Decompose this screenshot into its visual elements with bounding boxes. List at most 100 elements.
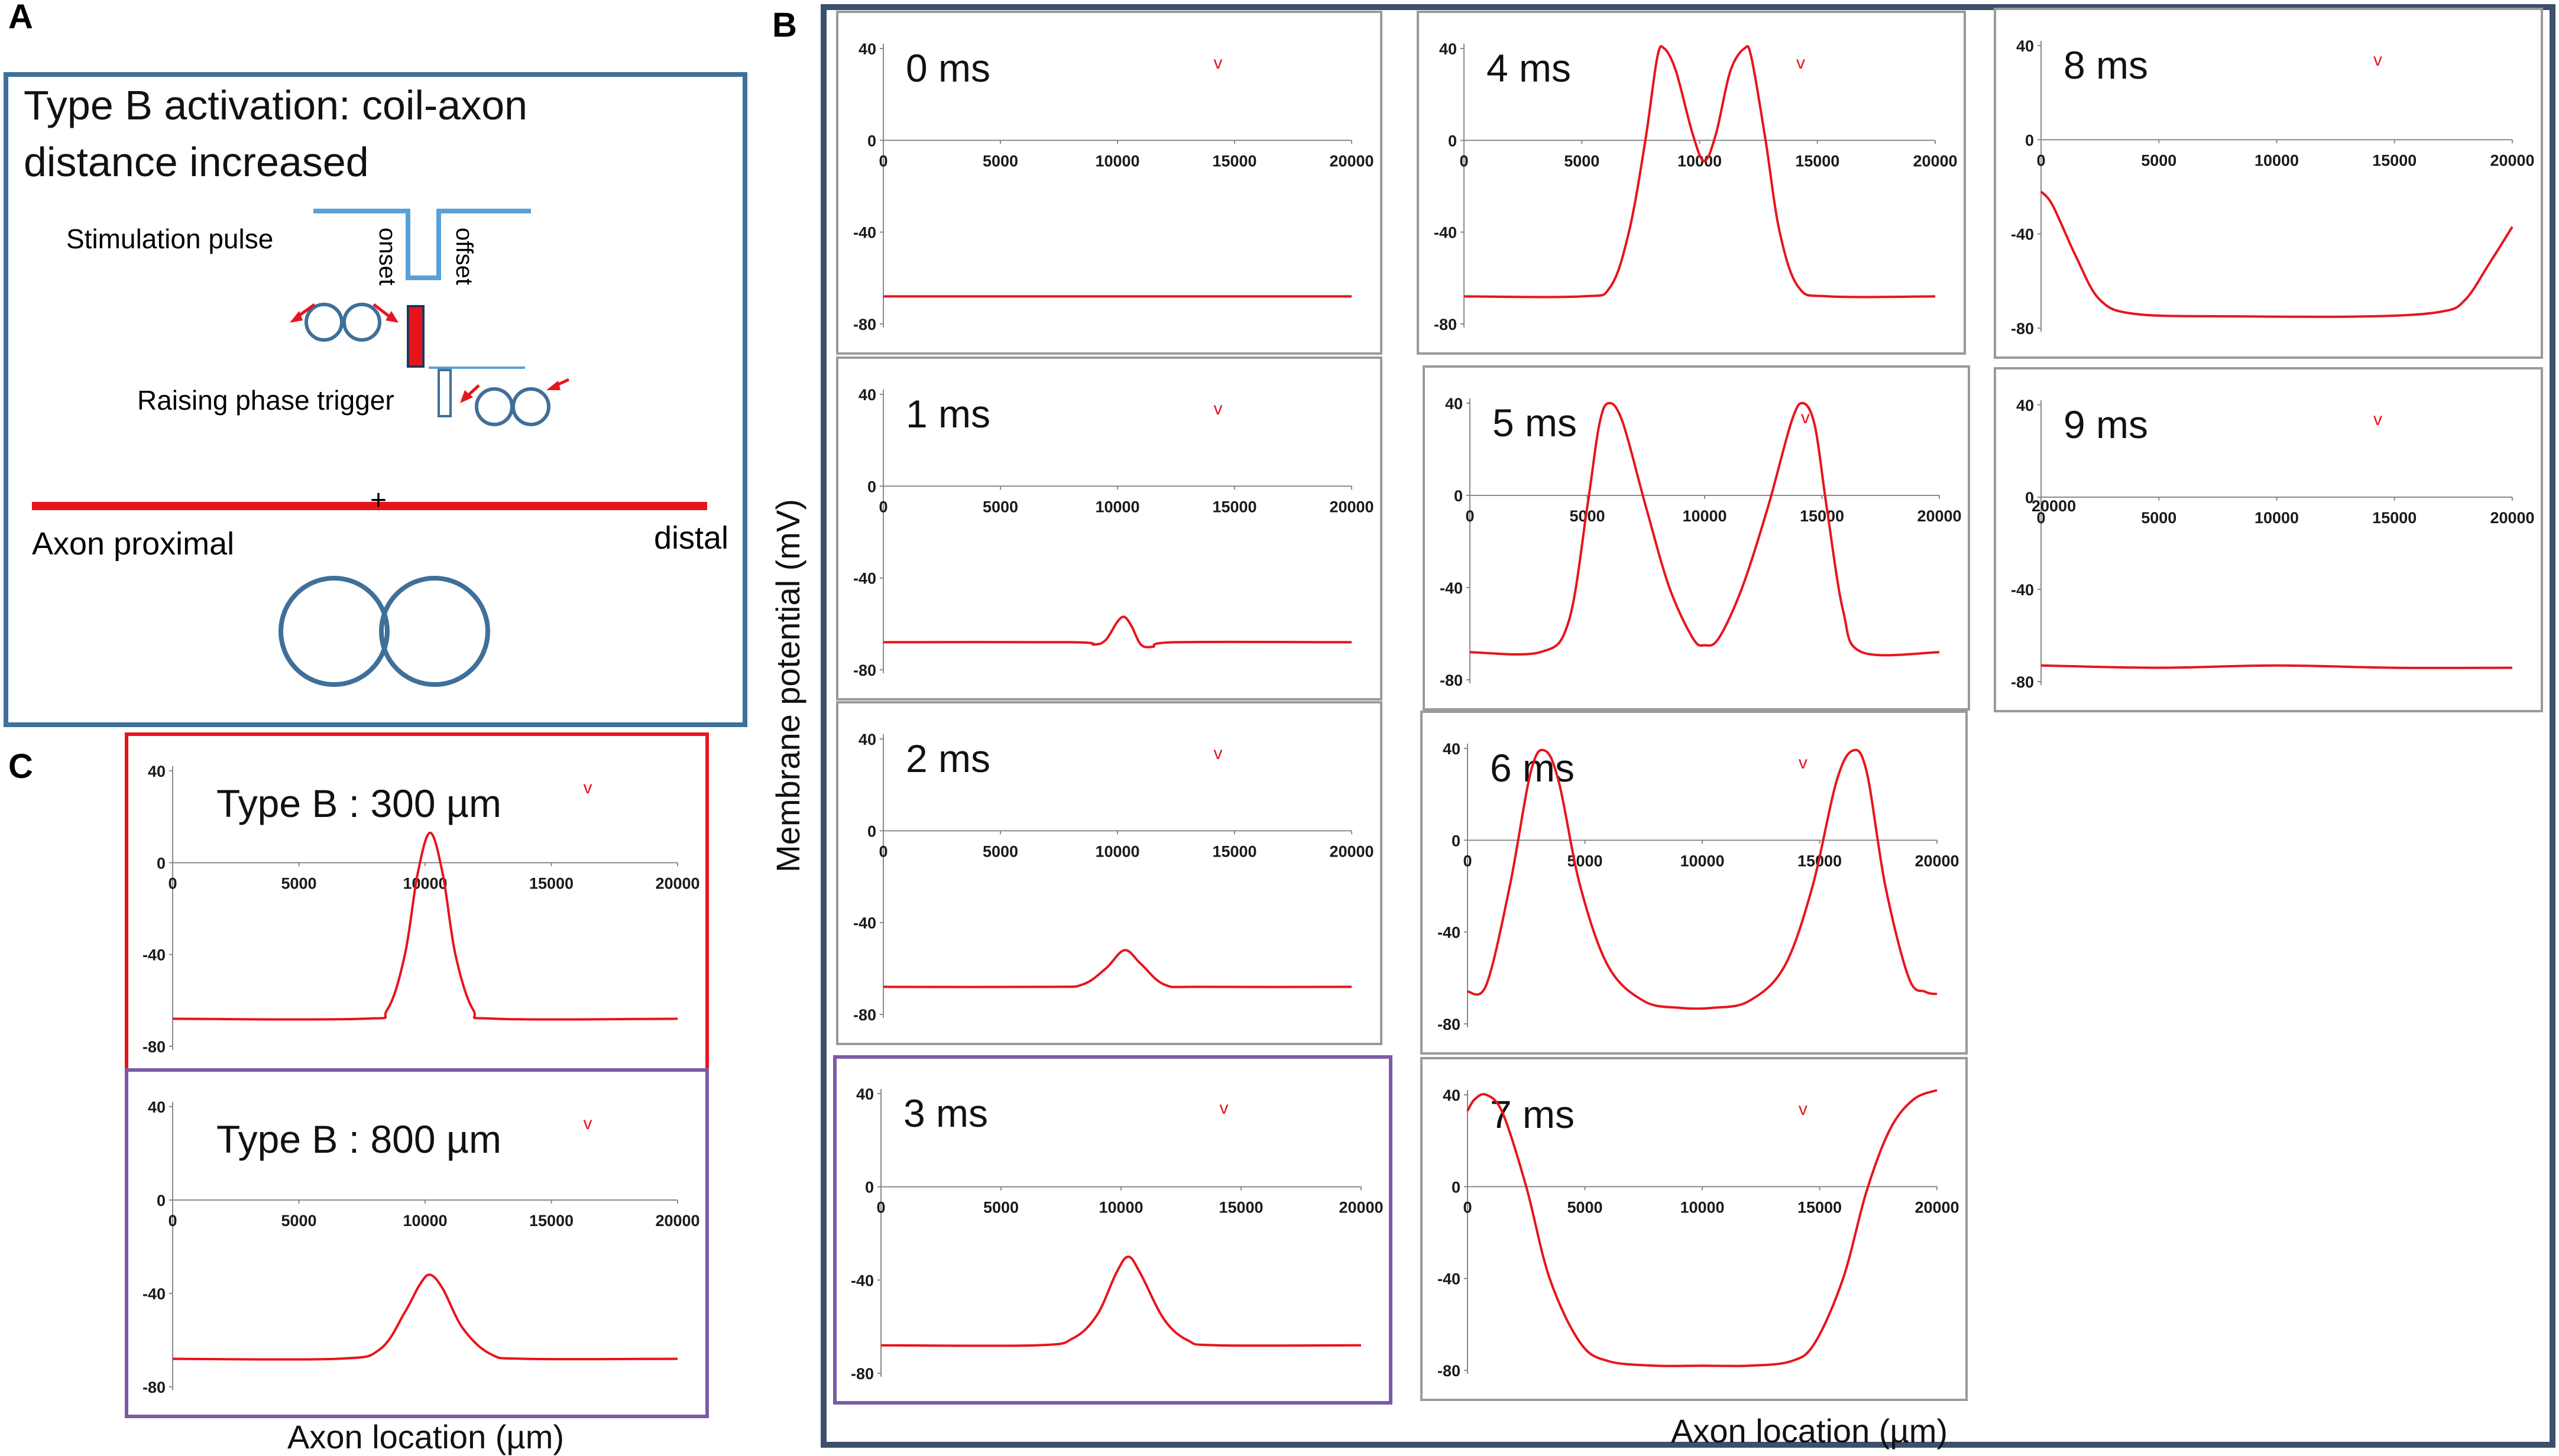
- x-tick-label: 20000: [1339, 1199, 1383, 1217]
- y-tick-label: 40: [1443, 740, 1460, 758]
- y-tick-label: 40: [148, 763, 166, 780]
- x-tick-label: 5000: [2141, 509, 2176, 527]
- axon-center-mark: +: [370, 485, 387, 516]
- y-tick-label: 0: [1448, 132, 1457, 150]
- chart-title: 3 ms: [903, 1091, 988, 1135]
- y-tick-label: 0: [865, 1179, 874, 1196]
- membrane-trace: [172, 831, 678, 1021]
- chart-11: 40 0 -40 -80 0 5000 10000 15000 20000 Type B : 30…: [125, 732, 709, 1078]
- y-tick-label: -40: [851, 1272, 874, 1289]
- y-tick-label: -80: [2011, 673, 2034, 691]
- x-tick-label: 0: [2036, 151, 2045, 169]
- chart-title: 4 ms: [1486, 46, 1571, 90]
- panel-c-letter: C: [8, 747, 33, 786]
- x-tick-label: 0: [879, 498, 887, 515]
- y-tick-label: -40: [1440, 579, 1463, 597]
- chart-frame: [1420, 1057, 1968, 1401]
- chart-12: 40 0 -40 -80 0 5000 10000 15000 20000 Type B : 80…: [125, 1068, 709, 1418]
- trigger-bar-filled: [407, 305, 425, 368]
- x-tick-label: 0: [168, 874, 177, 892]
- chart-title: 5 ms: [1492, 401, 1577, 445]
- chart-10: 40 0 -40 -80 0 5000 10000 15000 20000 20000 9 ms v: [1994, 367, 2543, 712]
- x-tick-label: 5000: [281, 1212, 316, 1230]
- chart-frame: [1423, 365, 1970, 711]
- membrane-trace: [883, 949, 1352, 988]
- membrane-trace: [883, 615, 1352, 648]
- y-tick-label: -40: [853, 224, 876, 242]
- y-tick-label: -40: [142, 946, 166, 964]
- y-tick-label: 40: [856, 1085, 874, 1103]
- membrane-trace: [1463, 45, 1936, 299]
- membrane-trace: [1466, 1089, 1938, 1367]
- x-tick-label: 15000: [1212, 498, 1256, 515]
- coil-icon: [278, 576, 490, 687]
- membrane-trace: [880, 1255, 1362, 1347]
- chart-4: 40 0 -40 -80 0 5000 10000 15000 20000 3 ms v: [833, 1055, 1392, 1405]
- x-tick-label: 20000: [2490, 151, 2534, 169]
- x-tick-label: 10000: [1682, 507, 1726, 525]
- x-tick-label: 10000: [2254, 509, 2299, 527]
- x-tick-label: 10000: [403, 874, 447, 892]
- x-tick-label: 15000: [529, 1212, 574, 1230]
- x-tick-label: 5000: [1564, 152, 1599, 170]
- y-tick-label: -80: [853, 316, 876, 333]
- y-tick-label: -80: [853, 1006, 876, 1024]
- chart-title: 2 ms: [906, 737, 990, 780]
- x-tick-label: 20000: [1917, 507, 1961, 525]
- panel-b: B Membrane potential (mV) Axon location …: [769, 4, 2555, 1449]
- y-tick-label: -40: [1437, 924, 1460, 942]
- chart-title: 1 ms: [906, 392, 990, 436]
- y-tick-label: -80: [1437, 1016, 1460, 1033]
- x-tick-label: 10000: [2254, 151, 2299, 169]
- stim-pulse-shape: [313, 209, 531, 280]
- trigger-label: Raising phase trigger: [137, 385, 394, 416]
- panel-a-border: [4, 72, 747, 727]
- y-tick-label: 40: [148, 1098, 166, 1116]
- panel-b-xlabel: Axon location (µm): [1671, 1412, 1948, 1449]
- chart-3: 40 0 -40 -80 0 5000 10000 15000 20000 2 ms v: [836, 701, 1382, 1045]
- panel-a-title-line2: distance increased: [24, 139, 369, 185]
- x-tick-label: 20000: [2490, 509, 2534, 527]
- y-tick-label: 0: [1452, 832, 1460, 849]
- marker-label: v: [1214, 53, 1223, 73]
- chart-title: 9 ms: [2064, 403, 2148, 446]
- panel-c-plots: 40 0 -40 -80 0 5000 10000 15000 20000 Type B : 30…: [125, 732, 709, 1418]
- chart-2: 40 0 -40 -80 0 5000 10000 15000 20000 1 ms v: [836, 356, 1382, 701]
- panel-a-title-line1: Type B activation: coil-axon: [24, 82, 527, 128]
- x-tick-label: 20000: [1329, 498, 1374, 515]
- chart-frame: [1994, 8, 2543, 359]
- y-tick-label: 0: [867, 822, 876, 840]
- panel-b-letter: B: [772, 6, 797, 44]
- y-tick-label: -80: [1437, 1362, 1460, 1380]
- x-tick-label: 0: [1463, 852, 1472, 870]
- y-tick-label: 0: [867, 132, 876, 150]
- membrane-trace: [172, 1273, 678, 1361]
- marker-label: v: [1220, 1098, 1229, 1118]
- y-tick-label: 0: [867, 478, 876, 495]
- x-tick-label: 5000: [983, 1199, 1019, 1217]
- y-tick-label: -40: [1437, 1270, 1460, 1288]
- panel-b-border: [821, 4, 2555, 1448]
- panel-c-xlabel: Axon location (µm): [287, 1418, 564, 1455]
- x-tick-label: 20000: [1915, 852, 1959, 870]
- y-tick-label: 0: [157, 854, 166, 872]
- x-tick-label: 20000: [655, 874, 699, 892]
- chart-title: Type B : 300 µm: [216, 781, 501, 825]
- y-tick-label: 40: [2016, 37, 2034, 55]
- x-tick-label: 5000: [983, 498, 1018, 515]
- x-tick-label: 20000: [1913, 152, 1957, 170]
- x-tick-label: 5000: [983, 152, 1018, 170]
- x-tick-label: 10000: [1680, 852, 1724, 870]
- y-tick-label: -80: [1434, 316, 1457, 333]
- x-tick-label: 15000: [2372, 151, 2417, 169]
- y-tick-label: -40: [853, 915, 876, 932]
- x-tick-label: 20000: [1329, 842, 1374, 860]
- membrane-trace: [2040, 664, 2513, 669]
- marker-label: v: [584, 778, 592, 797]
- x-tick-label: 15000: [2372, 509, 2417, 527]
